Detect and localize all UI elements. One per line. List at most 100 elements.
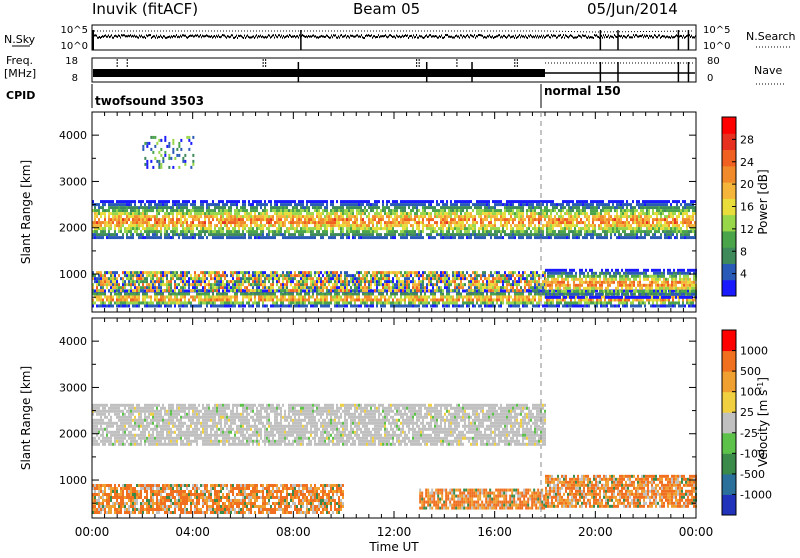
heatmap-cell — [120, 236, 122, 239]
heatmap-cell — [208, 286, 210, 289]
heatmap-cell — [306, 286, 308, 289]
heatmap-cell — [196, 280, 198, 283]
nsky-sample — [350, 35, 351, 37]
heatmap-cell — [154, 206, 156, 209]
nsky-sample — [139, 35, 140, 37]
heatmap-cell — [454, 271, 456, 274]
heatmap-cell — [356, 224, 358, 227]
heatmap-cell — [116, 218, 118, 221]
nsky-sample — [326, 34, 327, 36]
heatmap-cell — [254, 283, 256, 286]
heatmap-cell — [652, 304, 654, 307]
heatmap-cell — [400, 274, 402, 277]
heatmap-cell — [218, 230, 220, 233]
heatmap-cell — [324, 206, 326, 209]
heatmap-cell — [686, 298, 688, 301]
heatmap-cell — [326, 227, 328, 230]
heatmap-cell — [360, 304, 362, 307]
heatmap-cell — [336, 280, 338, 283]
heatmap-cell — [216, 206, 218, 209]
heatmap-cell — [256, 215, 258, 218]
heatmap-cell — [210, 230, 212, 233]
heatmap-cell — [234, 209, 236, 212]
nsky-sample — [198, 36, 199, 38]
heatmap-cell — [246, 224, 248, 227]
heatmap-cell — [250, 295, 252, 298]
heatmap-cell — [374, 298, 376, 301]
heatmap-cell — [166, 224, 168, 227]
heatmap-cell — [198, 233, 200, 236]
heatmap-cell — [482, 298, 484, 301]
heatmap-cell — [502, 292, 504, 295]
heatmap-cell — [260, 236, 262, 239]
heatmap-cell — [480, 292, 482, 295]
heatmap-cell — [120, 200, 122, 203]
heatmap-cell — [134, 203, 136, 206]
heatmap-cell — [384, 224, 386, 227]
heatmap-cell — [376, 274, 378, 277]
heatmap-cell — [314, 218, 316, 221]
heatmap-cell — [504, 289, 506, 292]
heatmap-cell — [256, 233, 258, 236]
heatmap-cell — [348, 224, 350, 227]
heatmap-cell — [254, 280, 256, 283]
nsky-tick-low: 10^0 — [61, 41, 88, 52]
heatmap-cell — [306, 298, 308, 301]
heatmap-cell — [190, 221, 192, 224]
nsky-sample — [467, 34, 468, 36]
heatmap-cell — [462, 295, 464, 298]
nsky-sample — [389, 34, 390, 36]
heatmap-cell — [234, 286, 236, 289]
heatmap-cell — [308, 227, 310, 230]
heatmap-cell — [138, 289, 140, 292]
heatmap-cell — [682, 301, 684, 304]
heatmap-cell — [108, 212, 110, 215]
nsky-sample — [376, 36, 377, 38]
heatmap-cell — [300, 271, 302, 274]
nsky-sample — [479, 34, 480, 36]
heatmap-cell — [180, 292, 182, 295]
heatmap-cell — [630, 301, 632, 304]
heatmap-cell — [626, 304, 628, 307]
heatmap-cell — [286, 230, 288, 233]
heatmap-cell — [102, 292, 104, 295]
heatmap-cell — [260, 292, 262, 295]
heatmap-cell — [350, 230, 352, 233]
heatmap-cell — [212, 277, 214, 280]
heatmap-cell — [494, 283, 496, 286]
heatmap-cell — [240, 206, 242, 209]
heatmap-cell — [480, 289, 482, 292]
heatmap-cell — [232, 218, 234, 221]
nsky-sample — [166, 37, 167, 39]
heatmap-cell — [554, 304, 556, 307]
heatmap-cell — [468, 286, 470, 289]
heatmap-cell — [216, 286, 218, 289]
heatmap-cell — [364, 277, 366, 280]
heatmap-cell — [118, 274, 120, 277]
heatmap-cell — [310, 236, 312, 239]
heatmap-cell — [528, 283, 530, 286]
heatmap-cell — [284, 215, 286, 218]
heatmap-cell — [104, 221, 106, 224]
nsky-sample — [387, 36, 388, 38]
nsky-sample — [209, 35, 210, 37]
heatmap-cell — [224, 304, 226, 307]
heatmap-cell — [434, 298, 436, 301]
heatmap-cell — [330, 233, 332, 236]
heatmap-cell — [386, 286, 388, 289]
heatmap-cell — [328, 236, 330, 239]
heatmap-cell — [504, 280, 506, 283]
nsky-sample — [516, 37, 517, 39]
heatmap-cell — [190, 289, 192, 292]
heatmap-cell — [284, 304, 286, 307]
heatmap-cell — [346, 292, 348, 295]
heatmap-cell — [478, 295, 480, 298]
heatmap-cell — [150, 280, 152, 283]
heatmap-cell — [140, 289, 142, 292]
heatmap-cell — [432, 271, 434, 274]
heatmap-cell — [226, 283, 228, 286]
heatmap-cell — [302, 295, 304, 298]
nsky-sample — [416, 34, 417, 36]
heatmap-cell — [208, 227, 210, 230]
heatmap-cell — [378, 233, 380, 236]
